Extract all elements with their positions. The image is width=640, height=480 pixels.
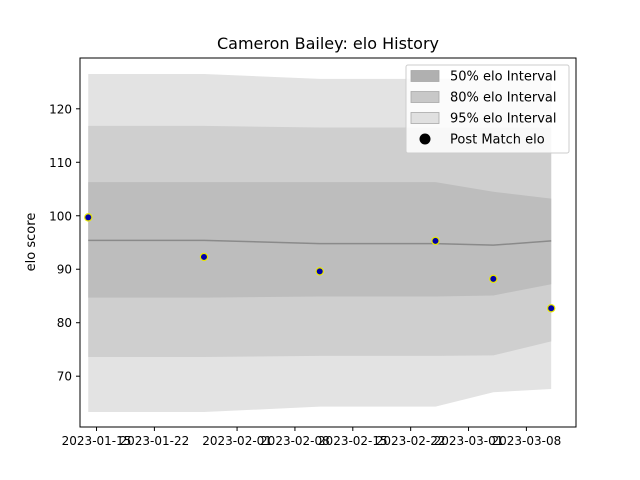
legend-swatch [410, 91, 440, 103]
x-tick-label: 2023-03-01 [434, 434, 504, 448]
mean-line [88, 239, 552, 246]
y-tick-label: 100 [49, 209, 72, 223]
y-tick-label: 70 [57, 370, 72, 384]
x-tick-label: 2023-02-15 [318, 434, 388, 448]
x-tick-label: 2023-01-15 [62, 434, 132, 448]
post-match-point [547, 304, 556, 313]
legend-swatch [410, 70, 440, 82]
post-match-points [84, 213, 556, 313]
legend-label: 95% elo Interval [450, 112, 557, 127]
mean-line-layer [88, 239, 552, 246]
legend-marker [419, 133, 431, 145]
plot-frame [79, 57, 577, 428]
legend-label: 80% elo Interval [450, 91, 557, 106]
post-match-point [199, 252, 209, 262]
legend-label: Post Match elo [450, 133, 545, 148]
legend-label: 50% elo Interval [450, 70, 557, 85]
post-match-point [84, 213, 93, 222]
y-axis-label: elo score [24, 213, 39, 272]
legend: 50% elo Interval 80% elo Interval 95% elo … [405, 64, 570, 154]
y-tick-label: 90 [57, 263, 72, 277]
y-tick-label: 80 [57, 316, 72, 330]
chart-title: Cameron Bailey: elo History [217, 34, 439, 53]
y-axis-ticks: 70 80 90 100 110 120 [49, 102, 80, 384]
x-tick-label: 2023-01-22 [120, 434, 190, 448]
post-match-point [431, 236, 440, 246]
post-match-point [315, 267, 324, 276]
legend-box [405, 64, 570, 154]
y-tick-label: 110 [49, 156, 72, 170]
x-tick-label: 2023-02-08 [260, 434, 330, 448]
x-tick-label: 2023-03-08 [492, 434, 562, 448]
x-tick-label: 2023-02-22 [376, 434, 446, 448]
axes [79, 57, 577, 428]
legend-swatch [410, 112, 440, 124]
x-tick-label: 2023-02-01 [202, 434, 272, 448]
post-match-point [489, 274, 498, 284]
band-3 [88, 182, 552, 298]
y-tick-label: 120 [49, 102, 72, 116]
